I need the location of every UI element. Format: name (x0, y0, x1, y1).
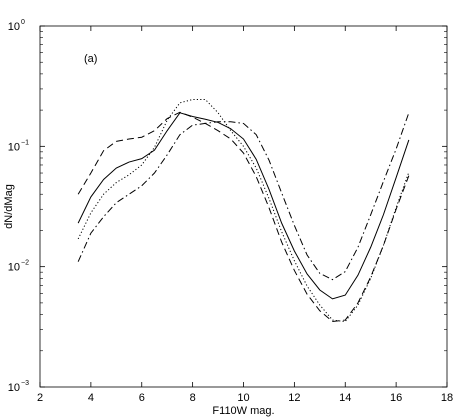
series-line-solid (77, 112, 410, 300)
y-tick-label-exponent: −3 (21, 380, 29, 387)
panel-label: (a) (84, 53, 97, 65)
x-tick-label: 6 (139, 392, 145, 404)
axis-ticks (39, 25, 448, 388)
x-tick-label: 2 (37, 392, 43, 404)
x-tick-label: 4 (88, 392, 94, 404)
x-axis-label: F110W mag. (212, 405, 274, 417)
series-layer (77, 99, 410, 323)
x-tick-label: 8 (190, 392, 196, 404)
y-axis-label: dN/dMag (3, 184, 15, 229)
series-line-dashdot (77, 112, 410, 281)
y-tick-label-exponent: 0 (21, 19, 25, 26)
x-tick-label: 10 (237, 392, 249, 404)
y-tick-label: 10 (8, 141, 20, 153)
x-tick-label: 14 (339, 392, 351, 404)
x-tick-label: 16 (390, 392, 402, 404)
y-tick-label-exponent: −1 (21, 139, 29, 146)
series-line-dotted (77, 99, 410, 323)
x-tick-label: 18 (441, 392, 453, 404)
y-tick-label: 10 (8, 382, 20, 394)
y-tick-label: 10 (8, 262, 20, 274)
series-line-dashed (77, 111, 410, 323)
y-tick-label-exponent: −2 (21, 260, 29, 267)
y-tick-label: 10 (8, 21, 20, 33)
x-tick-label: 12 (288, 392, 300, 404)
